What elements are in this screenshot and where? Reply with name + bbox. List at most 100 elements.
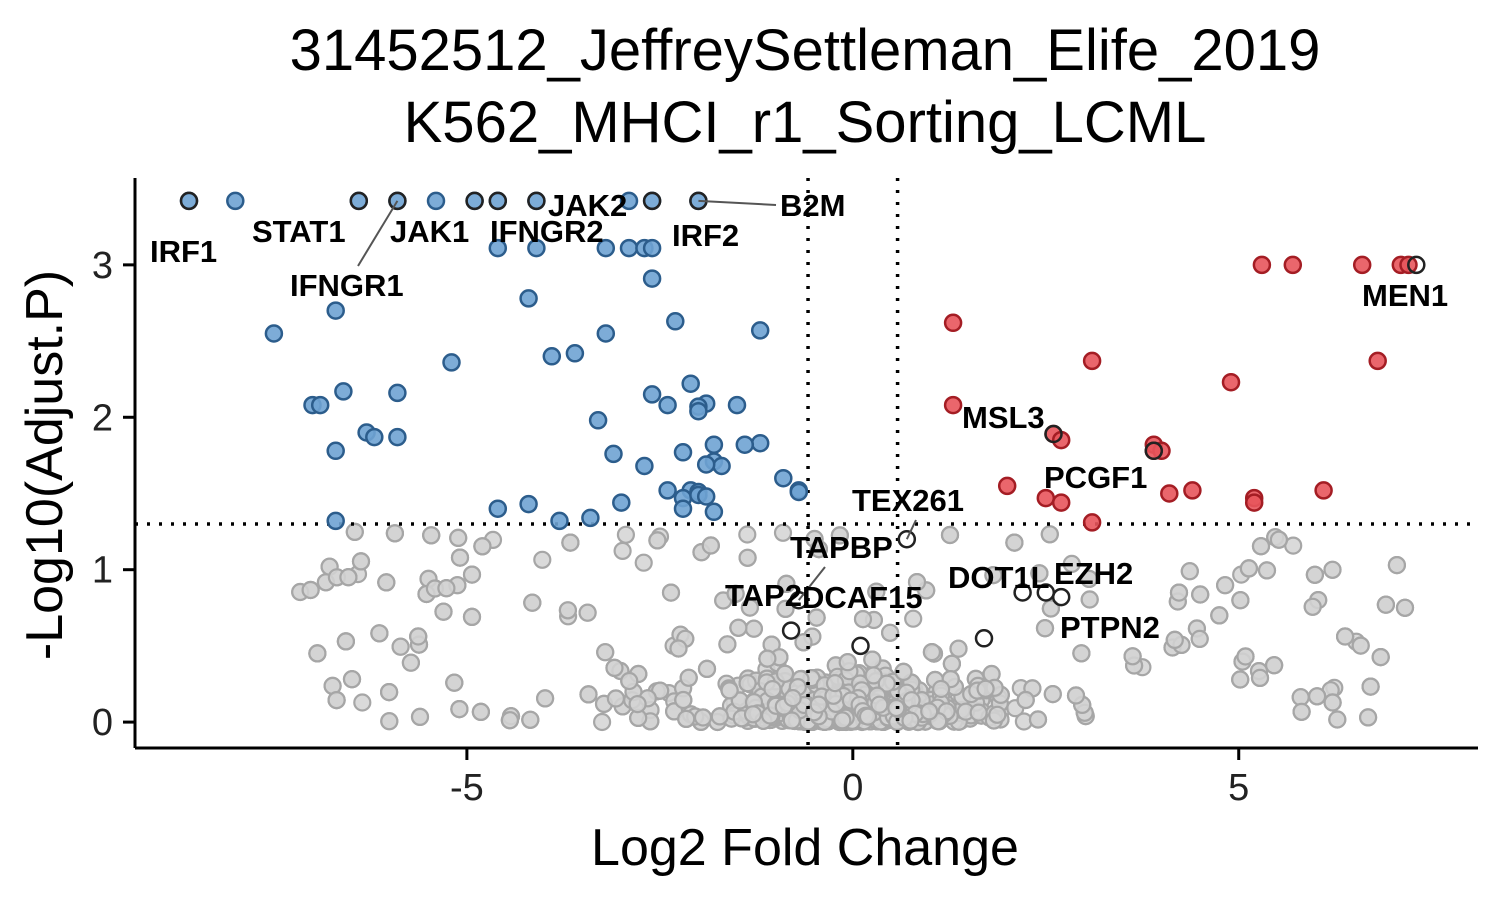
ns-point <box>907 572 927 592</box>
ns-point <box>1190 629 1209 649</box>
gene-label-tapbp: TAPBP <box>790 530 893 565</box>
down-point <box>727 395 747 415</box>
down-point <box>365 427 384 447</box>
axes: -5 0 5 0 1 2 3 <box>92 178 1478 809</box>
ns-point <box>1395 598 1415 617</box>
labeled-point <box>1051 587 1071 607</box>
ns-point <box>864 666 883 685</box>
labeled-point <box>974 629 994 648</box>
ns-point <box>1376 595 1396 614</box>
ns-point <box>931 679 951 699</box>
ns-point <box>720 681 739 700</box>
down-point <box>619 191 639 211</box>
ns-point <box>558 601 578 620</box>
ns-point <box>535 689 555 708</box>
labeled-point <box>465 191 484 211</box>
labeled-point <box>488 191 508 211</box>
ns-point <box>339 568 358 587</box>
ns-point <box>410 707 430 727</box>
labeled-point <box>1144 441 1164 461</box>
down-point <box>619 238 639 258</box>
ns-point <box>1028 710 1048 729</box>
down-point <box>442 353 461 372</box>
down-point <box>658 395 677 415</box>
label-connectors <box>357 199 917 601</box>
ns-point <box>345 522 364 542</box>
ns-point <box>677 709 696 729</box>
ns-point <box>450 548 470 567</box>
gene-label-dcaf15: DCAF15 <box>802 580 923 615</box>
y-tick-label: 2 <box>92 397 113 439</box>
ns-point <box>942 654 962 673</box>
ns-point <box>533 550 552 569</box>
ns-point <box>471 702 490 722</box>
ns-point <box>1251 537 1271 556</box>
down-point <box>612 493 631 512</box>
ns-point <box>561 533 580 552</box>
ns-point <box>701 536 720 555</box>
ns-point <box>605 658 624 678</box>
down-point <box>604 444 623 464</box>
down-point <box>696 487 716 506</box>
ns-point <box>776 599 795 619</box>
ns-point <box>744 619 764 638</box>
gene-label-ptpn2: PTPN2 <box>1060 610 1160 645</box>
up-point <box>1160 484 1179 503</box>
ns-point <box>1041 599 1061 618</box>
ns-point <box>830 526 850 545</box>
ns-point <box>1180 562 1199 581</box>
ns-point <box>521 710 540 729</box>
ns-point <box>738 674 757 693</box>
down-point <box>226 191 245 211</box>
down-point <box>326 441 345 461</box>
ns-point <box>988 705 1007 724</box>
ns-point <box>1079 569 1099 589</box>
down-point <box>642 238 662 258</box>
gene-label-irf2: IRF2 <box>672 218 739 253</box>
ns-point <box>853 609 873 629</box>
ns-point <box>922 642 942 662</box>
ns-point <box>782 711 801 730</box>
ns-point <box>606 689 626 708</box>
down-point <box>750 433 770 453</box>
ns-point <box>867 582 886 601</box>
down-point <box>635 456 654 476</box>
up-point <box>943 395 963 415</box>
chart-title-line-2: K562_MHCI_r1_Sorting_LCML <box>404 90 1207 155</box>
ns-point <box>858 707 878 726</box>
ns-point <box>1250 668 1270 688</box>
down-point <box>789 482 809 502</box>
ns-point <box>342 670 362 689</box>
ns-point <box>473 537 492 556</box>
ns-point <box>1080 590 1099 609</box>
labeled-point <box>789 590 809 610</box>
down-point <box>696 455 716 474</box>
ns-point <box>579 685 598 704</box>
up-point <box>1252 255 1272 275</box>
ns-point <box>1358 708 1378 727</box>
down-point <box>581 508 600 528</box>
ns-point <box>838 653 857 672</box>
ns-point <box>380 712 399 731</box>
up-point <box>1051 493 1071 512</box>
ns-point <box>833 711 852 730</box>
ns-point <box>740 598 760 617</box>
ns-point <box>984 565 1003 585</box>
ns-point <box>351 552 371 571</box>
ns-point <box>783 688 802 708</box>
labeled-point <box>1044 424 1063 444</box>
ns-point <box>809 695 828 714</box>
ns-point <box>877 674 896 693</box>
down-point <box>735 435 755 454</box>
y-tick-label: 0 <box>92 702 113 744</box>
ns-point <box>592 712 612 732</box>
ns-point <box>758 649 777 668</box>
ns-point <box>301 580 320 600</box>
down-point <box>596 238 616 258</box>
ns-point <box>1231 591 1250 610</box>
ns-point <box>449 528 468 548</box>
labeled-point <box>179 191 199 211</box>
y-tick-label: 3 <box>92 245 113 287</box>
labeled-point <box>349 191 369 211</box>
